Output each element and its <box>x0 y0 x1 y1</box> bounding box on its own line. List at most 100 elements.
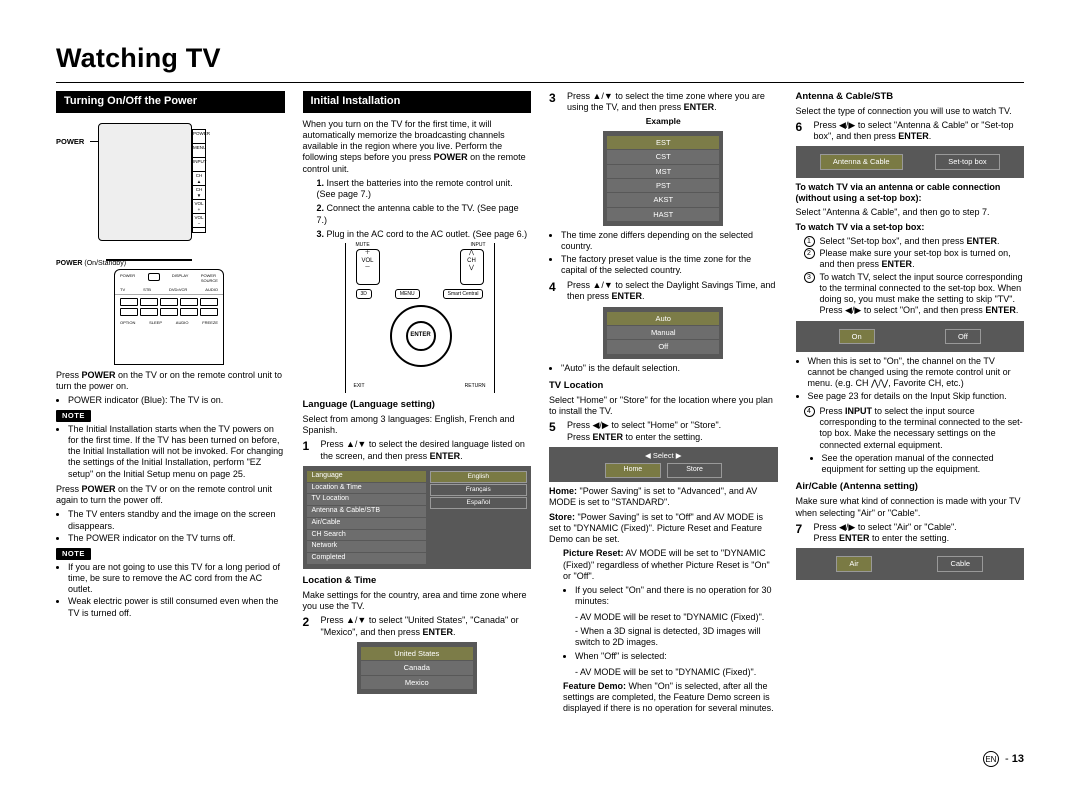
tz-0: EST <box>607 136 719 149</box>
lbl-input: INPUT <box>471 242 486 248</box>
lang-desc: Select from among 3 languages: English, … <box>303 414 532 437</box>
page-number: 13 <box>1012 753 1024 765</box>
step3-num: 3 <box>549 91 561 114</box>
step6-text: Press ◀/▶ to select "Antenna & Cable" or… <box>814 120 1025 143</box>
btn-menu: MENU <box>193 144 205 158</box>
page-title: Watching TV <box>56 42 1024 76</box>
c3t: To watch TV, select the input source cor… <box>820 272 1025 317</box>
cstep-4: 4 Press INPUT to select the input source … <box>804 406 1025 451</box>
sub-aircable: Air/Cable (Antenna setting) <box>796 481 1025 493</box>
step5-text: Press ◀/▶ to select "Home" or "Store".Pr… <box>567 420 778 443</box>
opt-on: On <box>839 329 875 344</box>
air-desc: Make sure what kind of connection is mad… <box>796 496 1025 519</box>
tz-notes: The time zone differs depending on the s… <box>549 230 778 276</box>
store-line: Store: "Power Saving" is set to "Off" an… <box>549 512 778 546</box>
remote-body: POWER DISPLAY POWERSOURCE TVSTBDVD•VCRAU… <box>114 269 224 365</box>
pr-off-a: - AV MODE will be set to "DYNAMIC (Fixed… <box>575 667 778 678</box>
title-rule <box>56 82 1024 83</box>
dst-notes: "Auto" is the default selection. <box>549 363 778 374</box>
w-head: To watch TV via a set-top box: <box>796 222 1025 233</box>
cstep-3: 3To watch TV, select the input source co… <box>804 272 1025 317</box>
example-label: Example <box>549 116 778 127</box>
menu-ant-stb: Antenna & Cable Set-top box <box>796 146 1025 177</box>
prestep2: 2. Connect the antenna cable to the TV. … <box>317 203 532 226</box>
c2t: Please make sure your set-top box is tur… <box>820 248 1025 271</box>
vol-rocker: ＋VOL－ <box>356 249 380 285</box>
ml-4: Air/Cable <box>307 518 426 529</box>
tz-1: CST <box>607 150 719 163</box>
step-3: 3 Press ▲/▼ to select the time zone wher… <box>549 91 778 114</box>
step1-num: 1 <box>303 439 315 462</box>
pr-on-b: - When a 3D signal is detected, 3D image… <box>575 626 778 649</box>
tvloc-desc: Select "Home" or "Store" for the locatio… <box>549 395 778 418</box>
sub-tvloc: TV Location <box>549 380 778 392</box>
step-2: 2 Press ▲/▼ to select "United States", "… <box>303 615 532 638</box>
c-mx: Mexico <box>361 676 473 689</box>
opt-cable: Cable <box>937 556 983 571</box>
lbl-mute: MUTE <box>356 242 370 248</box>
cstep-1: 1Select "Set-top box", and then press EN… <box>804 236 1025 247</box>
c4t: Press INPUT to select the input source c… <box>820 406 1025 451</box>
step-5: 5 Press ◀/▶ to select "Home" or "Store".… <box>549 420 778 443</box>
label-power: POWER <box>56 137 84 146</box>
ml-3: Antenna & Cable/STB <box>307 506 426 517</box>
c4sub: See the operation manual of the connecte… <box>810 453 1025 476</box>
figure-tv-side: POWER POWER MENU INPUT CH ▲ CH ▼ VOL + V… <box>56 119 285 269</box>
opt-en: English <box>430 471 527 483</box>
opt-air: Air <box>836 556 871 571</box>
menu-country: United States Canada Mexico <box>357 642 477 694</box>
remote-power-icon <box>148 273 160 281</box>
label-power-standby: POWER (On/Standby) <box>56 260 126 269</box>
remote-row1: POWER DISPLAY POWERSOURCE <box>115 270 223 286</box>
li-standby: The TV enters standby and the image on t… <box>68 509 285 532</box>
note-badge-2: NOTE <box>56 548 91 559</box>
manual-page: Watching TV Turning On/Off the Power POW… <box>0 0 1080 793</box>
btn-enter: ENTER <box>406 321 436 351</box>
menu-aircable: Air Cable <box>796 548 1025 579</box>
menu-lang-left: Language Location & Time TV Location Ant… <box>307 470 426 565</box>
oo1: When this is set to "On", the channel on… <box>808 356 1025 390</box>
remote-row2: TVSTBDVD•VCRAUDIO <box>115 286 223 295</box>
list-note1: The Initial Installation starts when the… <box>56 424 285 480</box>
step-6: 6 Press ◀/▶ to select "Antenna & Cable" … <box>796 120 1025 143</box>
cn4: 4 <box>804 406 815 417</box>
intro-text: When you turn on the TV for the first ti… <box>303 119 532 175</box>
step5-num: 5 <box>549 420 561 443</box>
ml-1: Location & Time <box>307 483 426 494</box>
list-power-off: The TV enters standby and the image on t… <box>56 509 285 544</box>
btn-vol-up: VOL + <box>193 200 205 214</box>
prestep3: 3. Plug in the AC cord to the AC outlet.… <box>317 229 532 240</box>
pr-sub: If you select "On" and there is no opera… <box>563 585 778 608</box>
heading-initial: Initial Installation <box>303 91 532 113</box>
oo2: See page 23 for details on the Input Ski… <box>808 391 1025 402</box>
hs-opts: Home Store <box>553 463 774 478</box>
note2b: Weak electric power is still consumed ev… <box>68 596 285 619</box>
tv-side-buttons: POWER MENU INPUT CH ▲ CH ▼ VOL + VOL − <box>192 129 206 233</box>
c4b: See the operation manual of the connecte… <box>822 453 1025 476</box>
p-power-on: Press POWER on the TV or on the remote c… <box>56 370 285 393</box>
pr-on: If you select "On" and there is no opera… <box>575 585 778 608</box>
c-ca: Canada <box>361 661 473 674</box>
ml-6: Network <box>307 541 426 552</box>
lang-badge: EN <box>983 751 999 767</box>
btn-menu: MENU <box>395 289 420 299</box>
home-line: Home: "Power Saving" is set to "Advanced… <box>549 486 778 509</box>
content-columns: Turning On/Off the Power POWER POWER MEN… <box>56 91 1024 741</box>
list-note2: If you are not going to use this TV for … <box>56 562 285 619</box>
mid-btn-row: 3D MENU Smart Central <box>356 289 484 299</box>
opt-store: Store <box>667 463 722 478</box>
page-footer: EN - 13 <box>983 751 1024 767</box>
menu-language: Language Location & Time TV Location Ant… <box>303 466 532 569</box>
menu-homestore: ◀ Select ▶ Home Store <box>549 447 778 482</box>
hs-hdr: ◀ Select ▶ <box>553 451 774 460</box>
dst-2: Off <box>607 340 719 353</box>
menu-onoff: On Off <box>796 321 1025 352</box>
note1-text: The Initial Installation starts when the… <box>68 424 285 480</box>
section-power: Turning On/Off the Power POWER POWER MEN… <box>56 91 285 619</box>
heading-power: Turning On/Off the Power <box>56 91 285 113</box>
list-power-on: POWER indicator (Blue): The TV is on. <box>56 395 285 406</box>
opt-home: Home <box>605 463 662 478</box>
section-initial: Initial Installation When you turn on th… <box>303 91 532 694</box>
loc-desc: Make settings for the country, area and … <box>303 590 532 613</box>
btn-power: POWER <box>193 130 205 144</box>
